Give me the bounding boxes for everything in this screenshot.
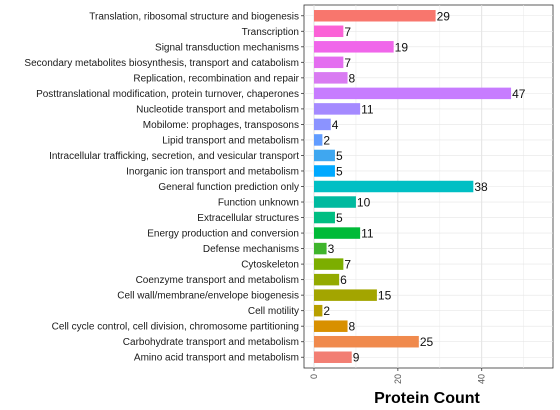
- bar: [314, 320, 348, 332]
- bar: [314, 227, 361, 239]
- bar: [314, 56, 344, 69]
- bar-value-label: 3: [328, 242, 335, 256]
- category-label: Cytoskeleton: [241, 260, 299, 271]
- category-label: Coenzyme transport and metabolism: [136, 275, 299, 286]
- bar: [314, 165, 335, 177]
- bar-value-label: 4: [332, 118, 339, 132]
- bar-value-label: 7: [344, 56, 351, 70]
- bar-value-label: 11: [361, 227, 374, 241]
- bar: [314, 258, 344, 270]
- bar-value-label: 38: [474, 180, 488, 194]
- bar-value-label: 7: [344, 25, 351, 39]
- x-tick-label: 0: [309, 374, 319, 379]
- category-label: Defense mechanisms: [203, 244, 299, 255]
- category-label: Mobilome: prophages, transposons: [143, 120, 299, 131]
- x-axis-title: Protein Count: [374, 390, 480, 407]
- bar: [314, 87, 512, 100]
- bar-value-label: 8: [349, 71, 356, 85]
- bar-value-label: 15: [378, 289, 392, 303]
- category-label: Translation, ribosomal structure and bio…: [89, 11, 299, 22]
- bar-value-label: 5: [336, 149, 343, 163]
- bar-value-label: 9: [353, 351, 360, 365]
- bar-value-label: 10: [357, 196, 371, 210]
- bar: [314, 149, 335, 162]
- category-label: Extracellular structures: [197, 213, 299, 224]
- bar: [314, 72, 348, 84]
- bar: [314, 289, 377, 301]
- category-label: Energy production and conversion: [147, 229, 299, 240]
- category-axis-labels: Translation, ribosomal structure and bio…: [24, 11, 304, 364]
- bar-value-label: 5: [336, 164, 343, 178]
- bar-value-label: 47: [512, 87, 526, 101]
- category-label: Secondary metabolites biosynthesis, tran…: [24, 58, 299, 69]
- category-label: Intracellular trafficking, secretion, an…: [49, 151, 299, 162]
- category-label: Function unknown: [218, 198, 299, 209]
- bar: [314, 304, 323, 317]
- category-label: Lipid transport and metabolism: [162, 135, 299, 146]
- bar-value-label: 5: [336, 211, 343, 225]
- bar: [314, 196, 356, 208]
- category-label: General function prediction only: [158, 182, 299, 193]
- category-label: Signal transduction mechanisms: [155, 42, 299, 53]
- bar: [314, 41, 394, 53]
- category-label: Nucleotide transport and metabolism: [136, 104, 299, 115]
- x-tick-label: 20: [393, 374, 403, 384]
- category-label: Transcription: [242, 27, 299, 38]
- category-label: Cell wall/membrane/envelope biogenesis: [117, 291, 299, 302]
- bar-value-label: 25: [420, 335, 434, 349]
- category-label: Posttranslational modification, protein …: [36, 89, 299, 100]
- bar-value-label: 2: [323, 133, 330, 147]
- bar-value-label: 7: [344, 258, 351, 272]
- bar: [314, 273, 340, 286]
- bars: [314, 10, 512, 363]
- bar: [314, 25, 344, 38]
- bar: [314, 180, 474, 193]
- bar-value-label: 29: [437, 9, 451, 23]
- bar-value-label: 11: [361, 102, 374, 116]
- category-label: Cell motility: [248, 306, 299, 317]
- bar: [314, 10, 436, 22]
- category-label: Cell cycle control, cell division, chrom…: [52, 322, 299, 333]
- category-label: Replication, recombination and repair: [133, 73, 299, 84]
- bar-value-label: 19: [395, 40, 409, 54]
- bar: [314, 242, 327, 255]
- category-label: Carbohydrate transport and metabolism: [123, 337, 299, 348]
- bar: [314, 351, 352, 363]
- x-tick-label: 40: [477, 374, 487, 384]
- bar: [314, 134, 323, 146]
- bar-value-label: 2: [323, 304, 330, 318]
- category-label: Amino acid transport and metabolism: [134, 353, 299, 364]
- bar-value-label: 6: [340, 273, 347, 287]
- value-axis-ticks: 0 20 40: [309, 368, 487, 384]
- bar: [314, 335, 419, 348]
- bar: [314, 118, 331, 131]
- category-label: Inorganic ion transport and metabolism: [126, 166, 299, 177]
- bar-value-label: 8: [349, 320, 356, 334]
- bar: [314, 103, 361, 115]
- bar: [314, 211, 335, 224]
